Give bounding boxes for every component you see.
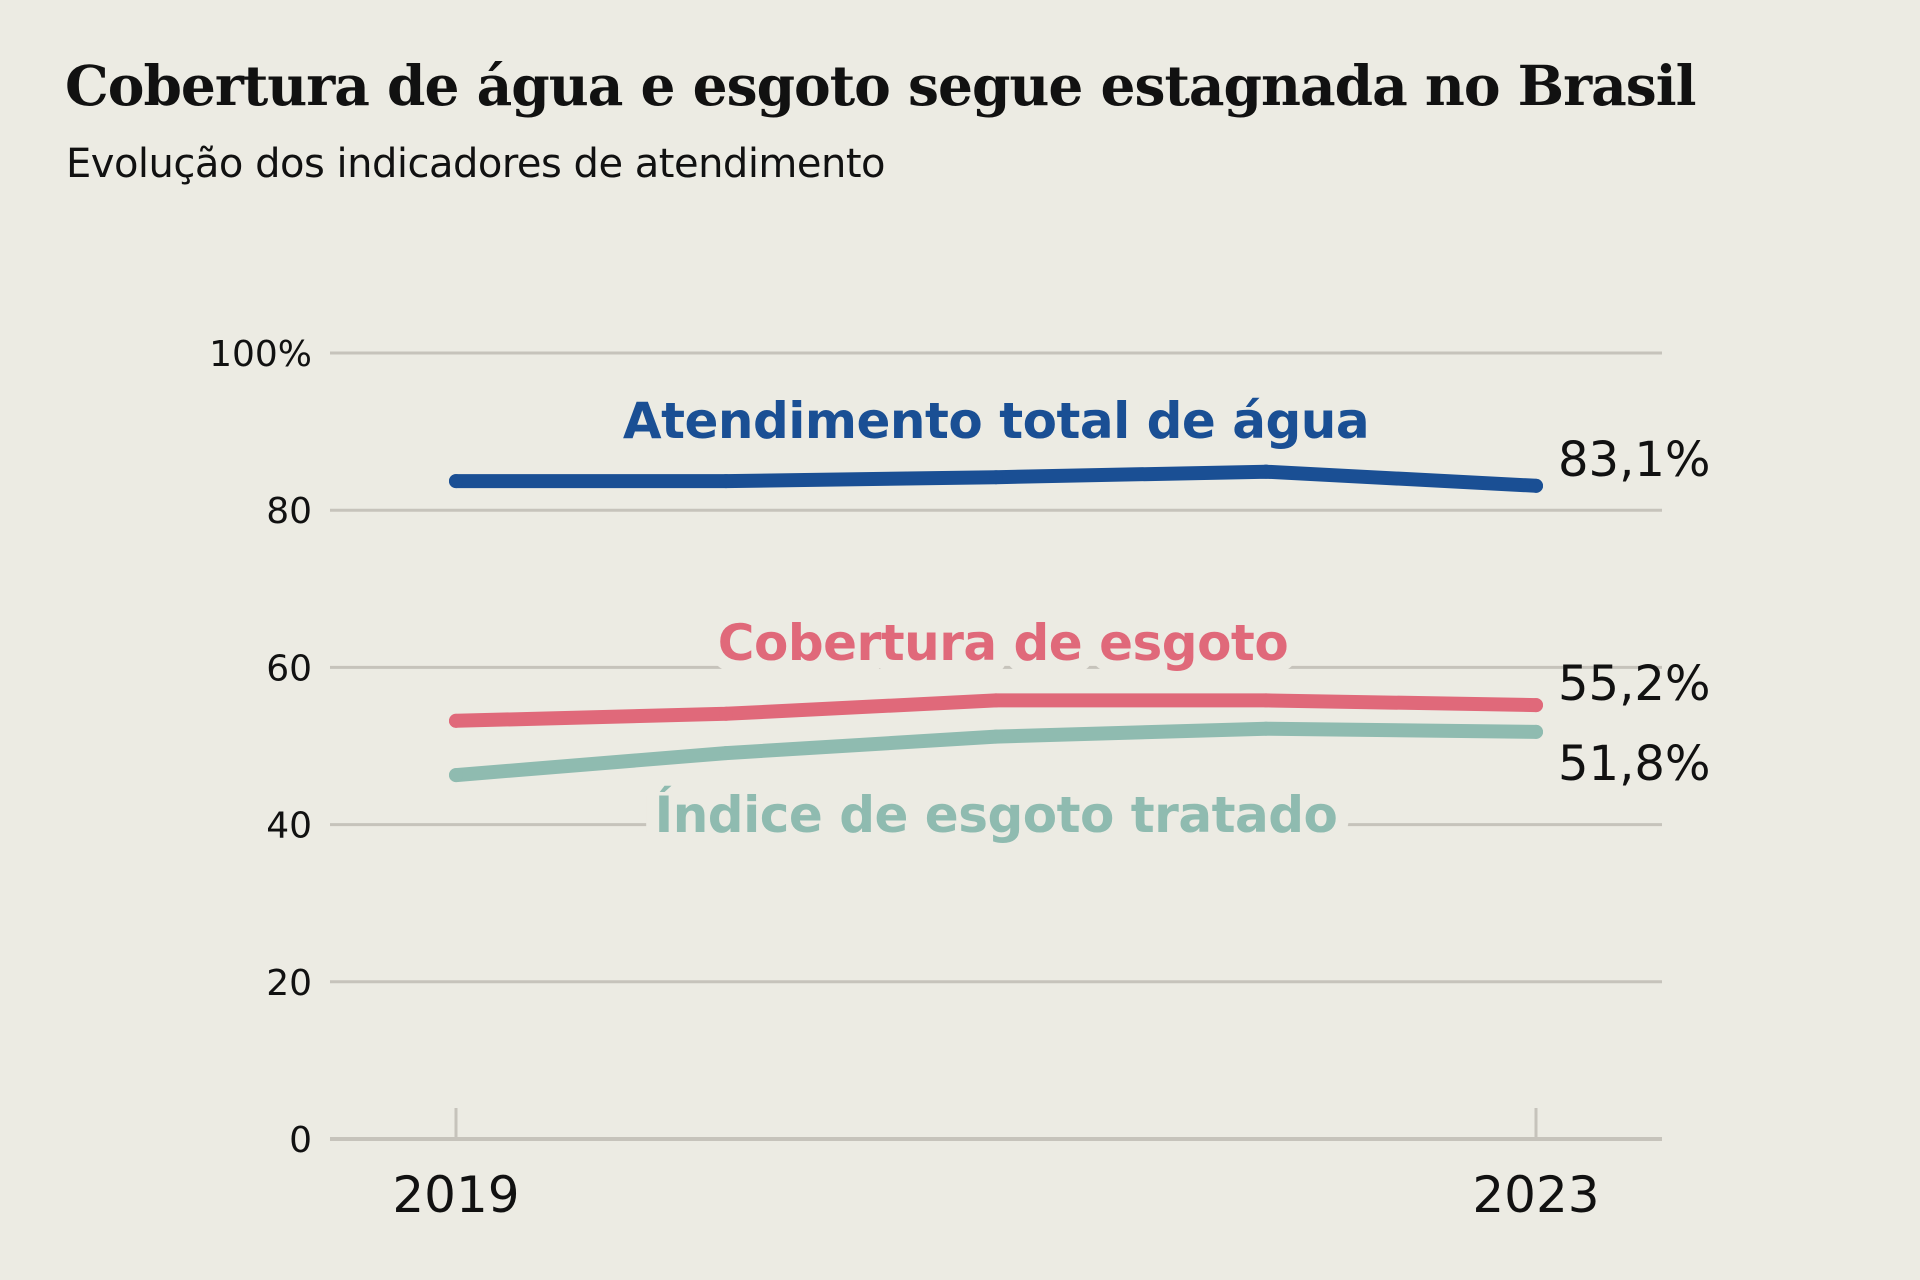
data-point (1529, 724, 1543, 739)
end-value-label: 51,8% (1558, 736, 1710, 792)
series-line (449, 693, 1543, 728)
data-point (719, 746, 733, 761)
y-tick-label: 20 (266, 963, 312, 1004)
data-point (1259, 464, 1273, 479)
data-point (1529, 698, 1543, 713)
y-tick-label: 60 (266, 648, 312, 689)
data-point (989, 693, 1003, 708)
end-value-label: 55,2% (1558, 656, 1710, 712)
x-tick-label: 2019 (392, 1166, 519, 1224)
data-point (449, 768, 463, 783)
y-tick-label: 80 (266, 491, 312, 532)
data-point (1529, 478, 1543, 493)
gridlines (330, 351, 1662, 1141)
y-tick-label: 0 (289, 1120, 312, 1161)
x-tick-label: 2023 (1472, 1166, 1599, 1224)
chart-subtitle: Evolução dos indicadores de atendimento (66, 141, 886, 187)
series-label: Atendimento total de água (623, 392, 1369, 450)
data-point (449, 713, 463, 728)
series-line (449, 721, 1543, 783)
data-point (1259, 721, 1273, 736)
x-axis-ticks: 2019 2023 (392, 1108, 1600, 1224)
series-label: Índice de esgoto tratado (655, 785, 1338, 844)
data-point (989, 729, 1003, 744)
data-point (1259, 693, 1273, 708)
data-point (719, 474, 733, 489)
data-point (989, 470, 1003, 485)
data-point (449, 474, 463, 489)
data-point (719, 706, 733, 721)
end-value-label: 83,1% (1558, 432, 1710, 488)
series-label: Cobertura de esgoto (718, 614, 1288, 672)
series-line (449, 464, 1543, 493)
y-tick-label: 40 (266, 806, 312, 847)
y-tick-label: 100% (209, 334, 312, 375)
y-axis-ticks: 0 20 40 60 80 100% (209, 334, 312, 1161)
chart-title: Cobertura de água e esgoto segue estagna… (65, 53, 1697, 118)
